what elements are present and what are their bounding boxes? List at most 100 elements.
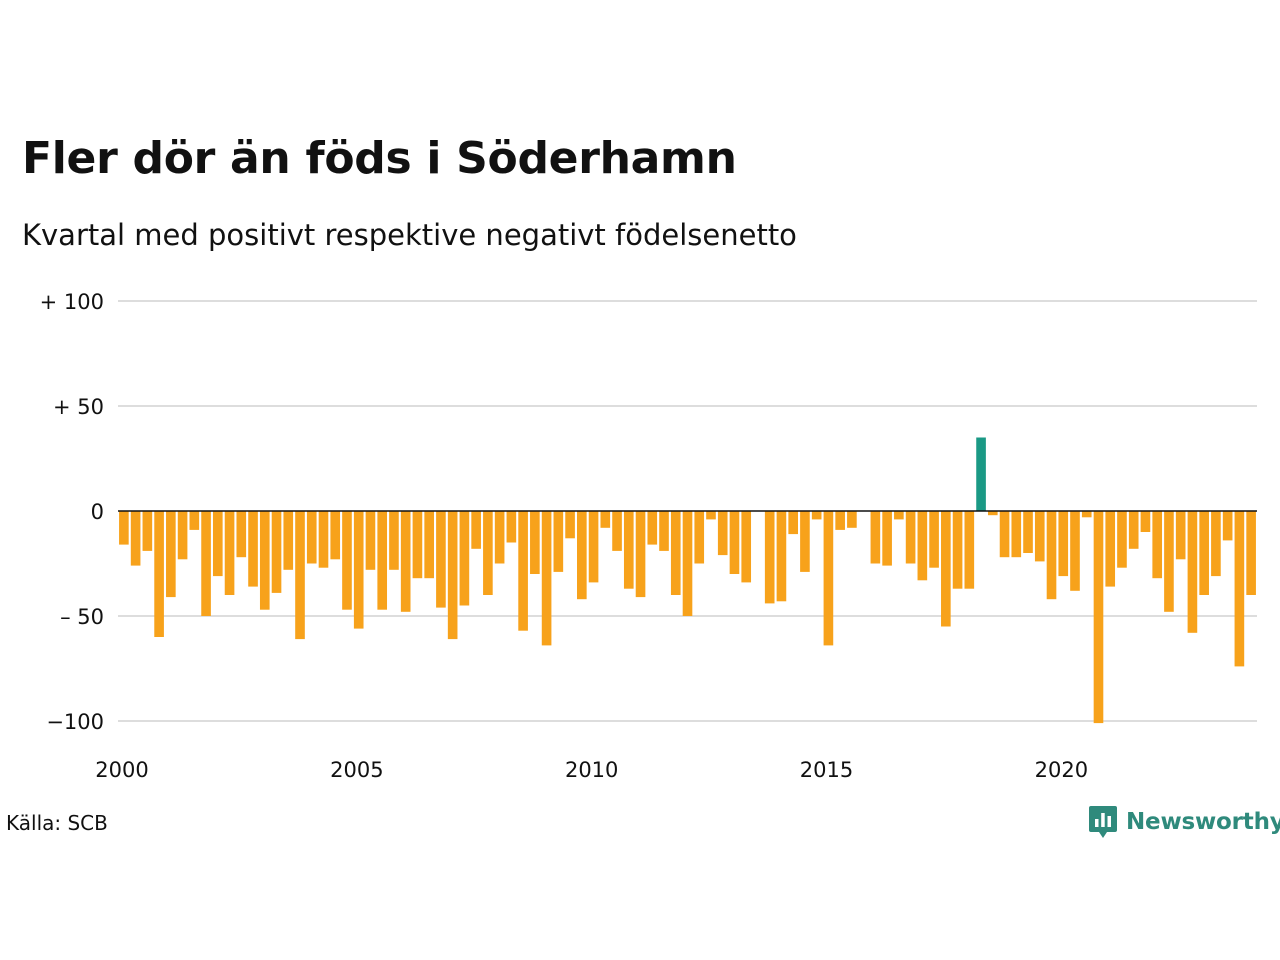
- bar: [623, 511, 634, 589]
- bar: [823, 511, 834, 646]
- bar: [494, 511, 505, 564]
- bar: [518, 511, 528, 631]
- x-tick-label: 2015: [800, 758, 853, 782]
- bar: [647, 511, 658, 545]
- bar: [870, 511, 881, 564]
- bar: [717, 511, 728, 556]
- bar: [800, 511, 810, 572]
- bar: [682, 511, 693, 616]
- bar: [1140, 511, 1151, 532]
- bar: [471, 511, 481, 549]
- bar: [811, 511, 822, 520]
- bar: [424, 511, 434, 579]
- y-tick-label: + 50: [53, 395, 104, 419]
- y-tick-label: 0: [91, 500, 104, 524]
- bar: [917, 511, 928, 581]
- bar: [130, 511, 141, 566]
- bar: [741, 511, 752, 583]
- bar: [987, 511, 998, 516]
- bar: [342, 511, 352, 610]
- bar: [976, 437, 986, 511]
- bar: [1211, 511, 1221, 577]
- bar: [1046, 511, 1057, 600]
- bar: [506, 511, 517, 543]
- bar: [764, 511, 775, 604]
- bar: [835, 511, 845, 530]
- bar: [212, 511, 223, 577]
- bar: [1164, 511, 1174, 612]
- bar: [1128, 511, 1139, 549]
- bar: [119, 511, 129, 545]
- bar: [412, 511, 423, 579]
- bar: [1105, 511, 1116, 587]
- y-axis-ticks: + 100 + 50 0 – 50 −100: [40, 290, 104, 734]
- bar: [1070, 511, 1080, 591]
- bar: [882, 511, 892, 566]
- bar: [318, 511, 329, 568]
- bar: [353, 511, 364, 629]
- bar: [565, 511, 575, 539]
- y-tick-label: – 50: [60, 605, 104, 629]
- bar: [1152, 511, 1163, 579]
- bar: [283, 511, 294, 570]
- bar: [248, 511, 258, 587]
- bar: [1222, 511, 1233, 541]
- bar: [1081, 511, 1092, 518]
- bar: [788, 511, 798, 535]
- bar: [952, 511, 963, 589]
- x-tick-label: 2010: [565, 758, 618, 782]
- bar: [483, 511, 493, 595]
- bar: [259, 511, 270, 610]
- bar: [365, 511, 376, 570]
- bar: [189, 511, 200, 530]
- bar: [530, 511, 540, 574]
- bar: [577, 511, 587, 600]
- brand-name: Newsworthy: [1126, 809, 1280, 835]
- bars: [119, 437, 1256, 724]
- brand-logo: Newsworthy: [1088, 804, 1280, 840]
- chart-title: Fler dör än föds i Söderhamn: [22, 133, 737, 184]
- bar: [729, 511, 740, 574]
- bar: [706, 511, 716, 520]
- bar: [659, 511, 669, 551]
- bar: [271, 511, 282, 593]
- bar: [1117, 511, 1127, 568]
- chart-subtitle: Kvartal med positivt respektive negativt…: [22, 218, 797, 252]
- bar: [553, 511, 564, 572]
- x-axis-ticks: 2000 2005 2010 2015 2020: [95, 758, 1088, 782]
- bar: [166, 511, 176, 598]
- bar: [400, 511, 411, 612]
- bar: [1175, 511, 1186, 560]
- bar: [612, 511, 622, 551]
- bar: [776, 511, 787, 602]
- bar: [295, 511, 305, 640]
- bar: [436, 511, 446, 608]
- y-tick-label: + 100: [40, 290, 104, 314]
- bar: [600, 511, 611, 528]
- bar: [1093, 511, 1104, 724]
- bar: [389, 511, 399, 570]
- bar: [201, 511, 211, 616]
- bar: [1199, 511, 1209, 595]
- y-tick-label: −100: [46, 710, 104, 734]
- bar: [541, 511, 552, 646]
- bar: [588, 511, 599, 583]
- bar: [1187, 511, 1198, 633]
- bar: [306, 511, 317, 564]
- bar: [694, 511, 705, 564]
- bar: [447, 511, 458, 640]
- bar: [847, 511, 857, 528]
- bar: [459, 511, 470, 606]
- bar: [964, 511, 975, 589]
- bar: [1034, 511, 1045, 562]
- bar: [905, 511, 916, 564]
- bar: [330, 511, 341, 560]
- bar: [224, 511, 235, 595]
- source-note: Källa: SCB: [6, 811, 108, 835]
- bar: [154, 511, 164, 637]
- bar: [1011, 511, 1022, 558]
- bar: [929, 511, 939, 568]
- bar: [177, 511, 188, 560]
- x-tick-label: 2000: [95, 758, 148, 782]
